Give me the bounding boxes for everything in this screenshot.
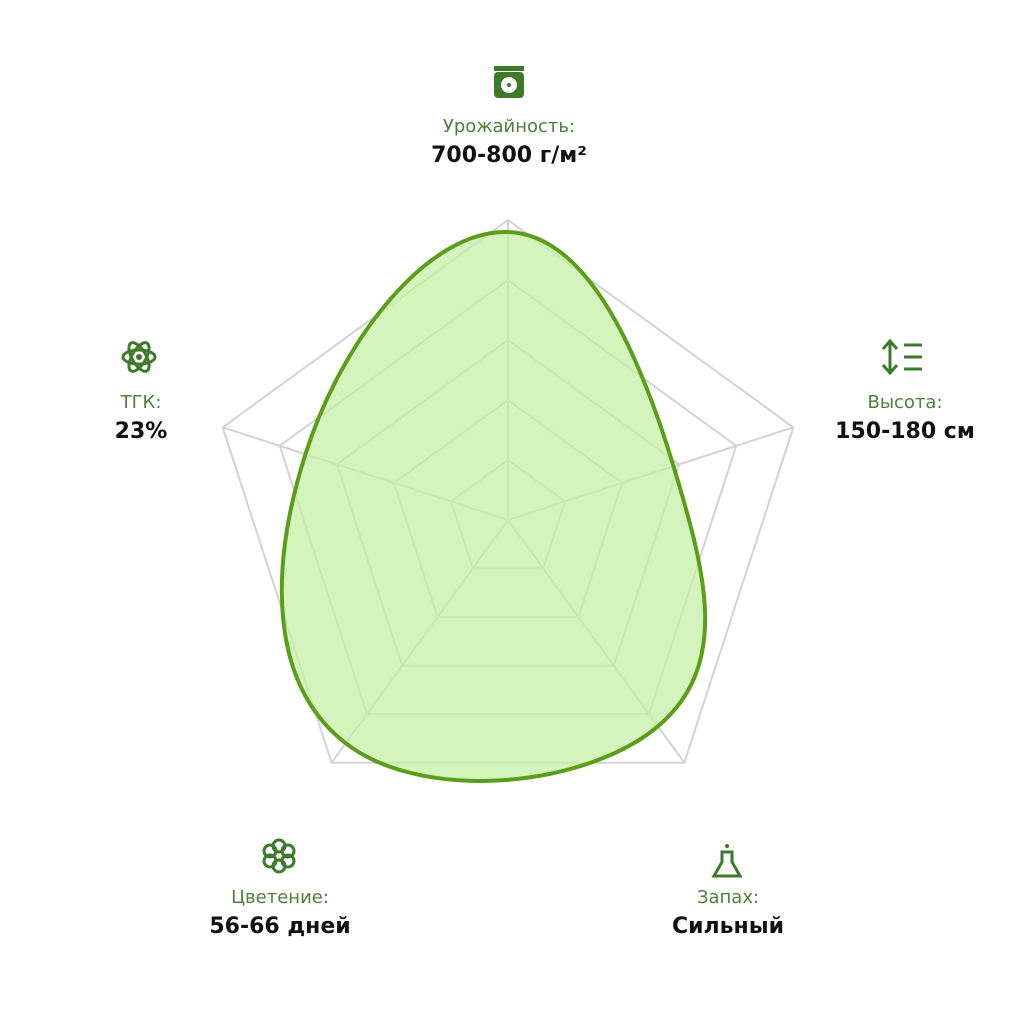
height-icon xyxy=(881,338,922,376)
axis-value: 56-66 дней xyxy=(209,914,350,939)
atom-icon xyxy=(121,341,157,373)
axis-label: Запах: xyxy=(697,887,759,908)
axis-label: Цветение: xyxy=(231,887,329,908)
axis-value: 23% xyxy=(115,419,168,444)
axis-label: Высота: xyxy=(867,392,942,413)
axis-label: Урожайность: xyxy=(443,116,575,137)
flask-icon xyxy=(711,844,743,878)
radar-area xyxy=(279,229,708,783)
axis-value: Сильный xyxy=(672,914,784,939)
axis-label: ТГК: xyxy=(120,392,162,413)
axis-value: 700-800 г/м² xyxy=(431,143,587,168)
flower-icon xyxy=(262,838,296,874)
icons xyxy=(121,66,922,878)
axis-value: 150-180 см xyxy=(835,419,975,444)
scale-icon xyxy=(494,66,524,98)
